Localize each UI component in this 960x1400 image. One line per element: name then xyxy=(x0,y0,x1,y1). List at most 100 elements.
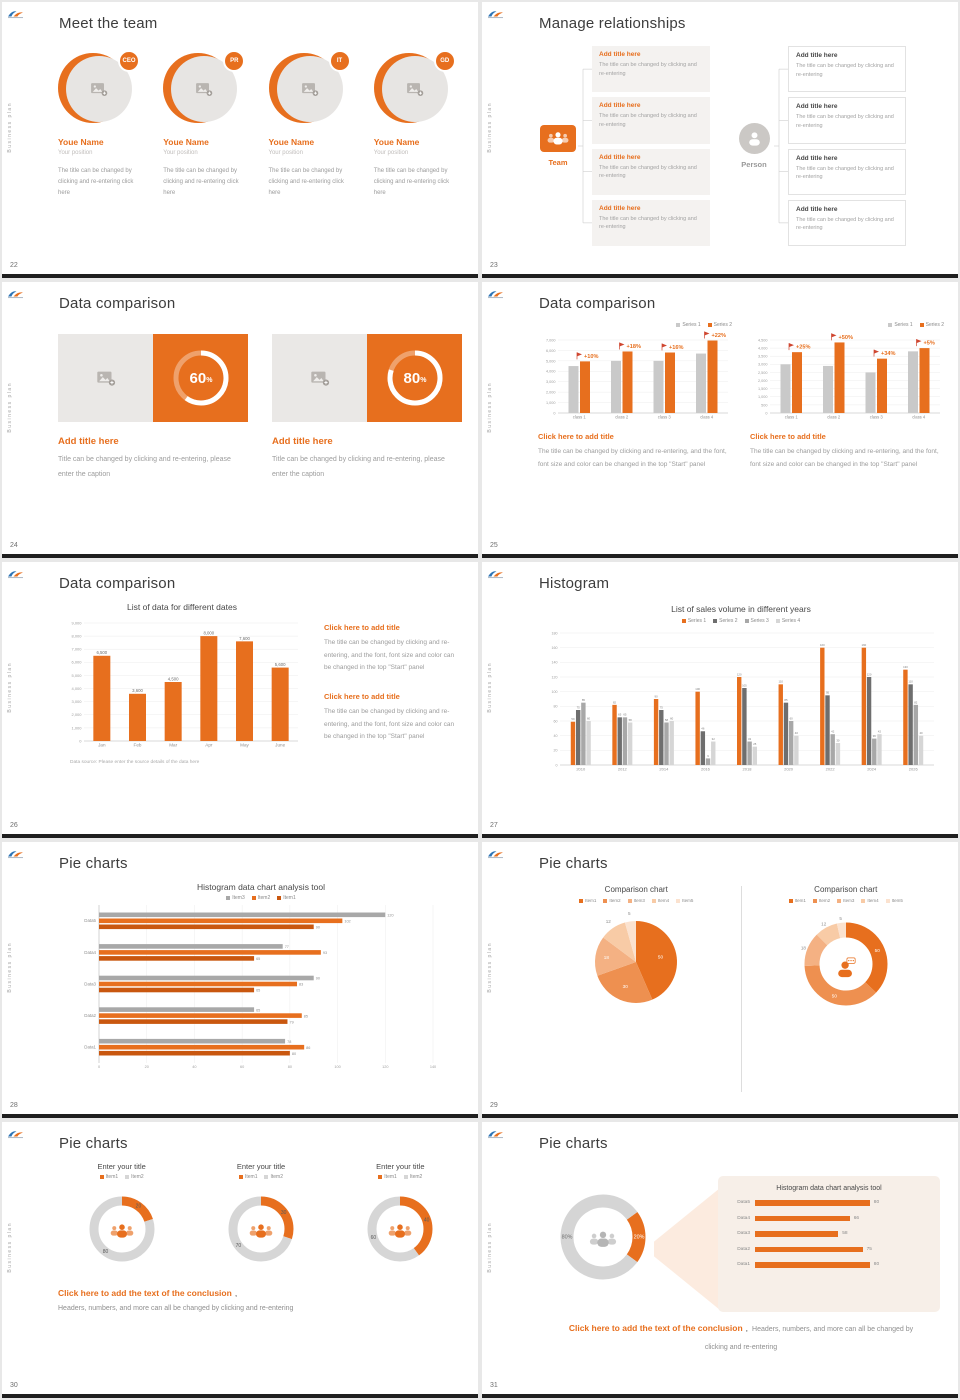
slide-23[interactable]: Business plan Manage relationships Team Add… xyxy=(482,2,958,278)
relationship-item: Add title here The title can be changed b… xyxy=(788,199,906,246)
donut-wrap: 40 60 xyxy=(354,1183,446,1280)
chart-text: 65 xyxy=(256,957,260,961)
brand-logo xyxy=(8,11,23,19)
chart-text: 79 xyxy=(289,1020,293,1024)
legend-item: Item3 xyxy=(627,898,645,903)
donut-segment xyxy=(228,1196,294,1262)
slide-content: 60% Add title here Title can be changed by… xyxy=(58,322,464,536)
chart-legend: Item1 Item2 xyxy=(238,1174,283,1180)
chart-text: 30 xyxy=(836,738,840,742)
chart-text: 5 xyxy=(628,911,631,916)
item-title: Add title here xyxy=(796,103,838,111)
legend-item: Series 1 xyxy=(681,618,707,624)
slide-24[interactable]: Business plan Data comparison 60% Add title… xyxy=(2,282,478,558)
chart-text: 90 xyxy=(655,694,659,698)
chart-text: 8,000 xyxy=(71,634,82,639)
brand-logo-wrap xyxy=(487,6,505,24)
conclusion-text: Headers, numbers, and more can all be ch… xyxy=(58,1305,294,1312)
chart-text: 4,000 xyxy=(546,370,556,374)
slide-26[interactable]: Business plan Data comparison List of data… xyxy=(2,562,478,838)
item-text: The title can be changed by clicking and… xyxy=(599,62,697,77)
legend-label: Item3 xyxy=(843,898,855,903)
legend-item: Item2 xyxy=(403,1174,422,1180)
member-position: Your position xyxy=(58,150,93,156)
sidebar-vertical-text: Business plan xyxy=(487,1222,493,1273)
slide-25[interactable]: Business plan Data comparison Series 1 Seri… xyxy=(482,282,958,558)
member-position: Your position xyxy=(373,150,409,156)
flag-icon xyxy=(577,352,582,357)
member-description: The title can be changed by clicking and… xyxy=(373,168,450,197)
data-source-note: Data source: Please enter the source det… xyxy=(70,760,200,765)
chart-text: 30 xyxy=(623,984,629,989)
legend-label: Series 2 xyxy=(719,618,738,624)
legend-item: Item2 xyxy=(812,898,830,903)
slide-footer-bar xyxy=(2,1114,478,1118)
pie-slice xyxy=(625,921,637,962)
pie-chart-block: Comparison chart Item1 Item2 Item3 Item4 Item… xyxy=(538,882,735,1096)
bar xyxy=(903,669,908,765)
chart-text: 0 xyxy=(556,763,558,767)
slide-27[interactable]: Business plan Histogram List of sales volu… xyxy=(482,562,958,838)
chart-text: 18 xyxy=(801,945,807,950)
chart-text: 86 xyxy=(306,1046,310,1050)
legend-label: Item1 xyxy=(244,1174,258,1180)
bar xyxy=(861,647,867,765)
bar xyxy=(627,722,633,765)
slide-title: Data comparison xyxy=(539,295,656,312)
member-name: Youe Name xyxy=(373,137,420,147)
member-name: Youe Name xyxy=(58,137,104,147)
card-caption: Title can be changed by clicking and re-… xyxy=(272,456,445,478)
bar xyxy=(700,731,706,765)
item-text: The title can be changed by clicking and… xyxy=(796,165,894,181)
chart-text: 6,500 xyxy=(96,650,107,655)
chart-text: class 2 xyxy=(615,415,629,420)
card-title: Add title here xyxy=(58,436,119,447)
chart-text: 82 xyxy=(914,700,918,704)
brand-logo-wrap xyxy=(7,846,25,864)
percent-value: 80% xyxy=(403,370,427,387)
slide-title: Pie charts xyxy=(539,855,608,872)
slide-31[interactable]: Business plan Pie charts 20% 80% Histogram d… xyxy=(482,1122,958,1398)
slide-28[interactable]: Business plan Pie charts Histogram data ch… xyxy=(2,842,478,1118)
chart-text: Apr xyxy=(205,743,213,748)
slide-29[interactable]: Business plan Pie charts Comparison chart I… xyxy=(482,842,958,1118)
relationship-group-person: Person Add title here The title can be cha… xyxy=(734,46,906,246)
slide-content: Series 1 Series 2 7,000 6,000 5,000 4,000 3,00… xyxy=(538,322,944,536)
donut-center-icon xyxy=(544,1178,662,1301)
legend-item: Item2 xyxy=(264,1174,283,1180)
donut-center-icon xyxy=(787,905,905,1028)
legend-swatch xyxy=(919,323,924,327)
slide-title: Histogram xyxy=(539,575,610,592)
team-icon xyxy=(540,125,576,152)
legend-label: Series 1 xyxy=(687,618,707,624)
conclusion-separator: , xyxy=(745,1323,749,1333)
bar-category-label: Data4 xyxy=(737,1215,750,1221)
item-title: Add title here xyxy=(796,154,838,162)
chart-text: 50 xyxy=(832,993,838,998)
bar xyxy=(99,1044,305,1050)
legend-label: Series 3 xyxy=(750,618,769,624)
chart-text: 42 xyxy=(831,730,835,734)
chart-text: Mar xyxy=(169,743,177,748)
bar xyxy=(665,352,675,413)
chart-text: 65 xyxy=(256,989,260,993)
bar xyxy=(742,688,747,765)
chart-text: 2022 xyxy=(826,767,836,772)
chart-text: 3,000 xyxy=(546,380,556,384)
donut-segment xyxy=(804,922,888,1006)
legend-item: Series 1 xyxy=(676,322,701,328)
panel-bar-row: Data2 75 xyxy=(728,1246,930,1252)
chart-legend: Series 1 Series 2 xyxy=(538,322,732,328)
chart-text: +5% xyxy=(924,341,935,347)
histogram-block: List of sales volume in different years S… xyxy=(538,602,944,776)
chart-text: +16% xyxy=(669,345,683,351)
donut-segment xyxy=(89,1196,155,1262)
page-number: 31 xyxy=(490,1382,498,1389)
group-items: Add title here The title can be changed b… xyxy=(788,46,906,246)
chart-text: 18 xyxy=(604,955,610,960)
legend-item: Item1 xyxy=(378,1174,397,1180)
slide-22[interactable]: Business plan Meet the team CEO Youe Name Yo… xyxy=(2,2,478,278)
slide-30[interactable]: Business plan Pie charts Enter your title I… xyxy=(2,1122,478,1398)
bar xyxy=(568,366,579,413)
chart-text: 40 xyxy=(554,734,558,738)
